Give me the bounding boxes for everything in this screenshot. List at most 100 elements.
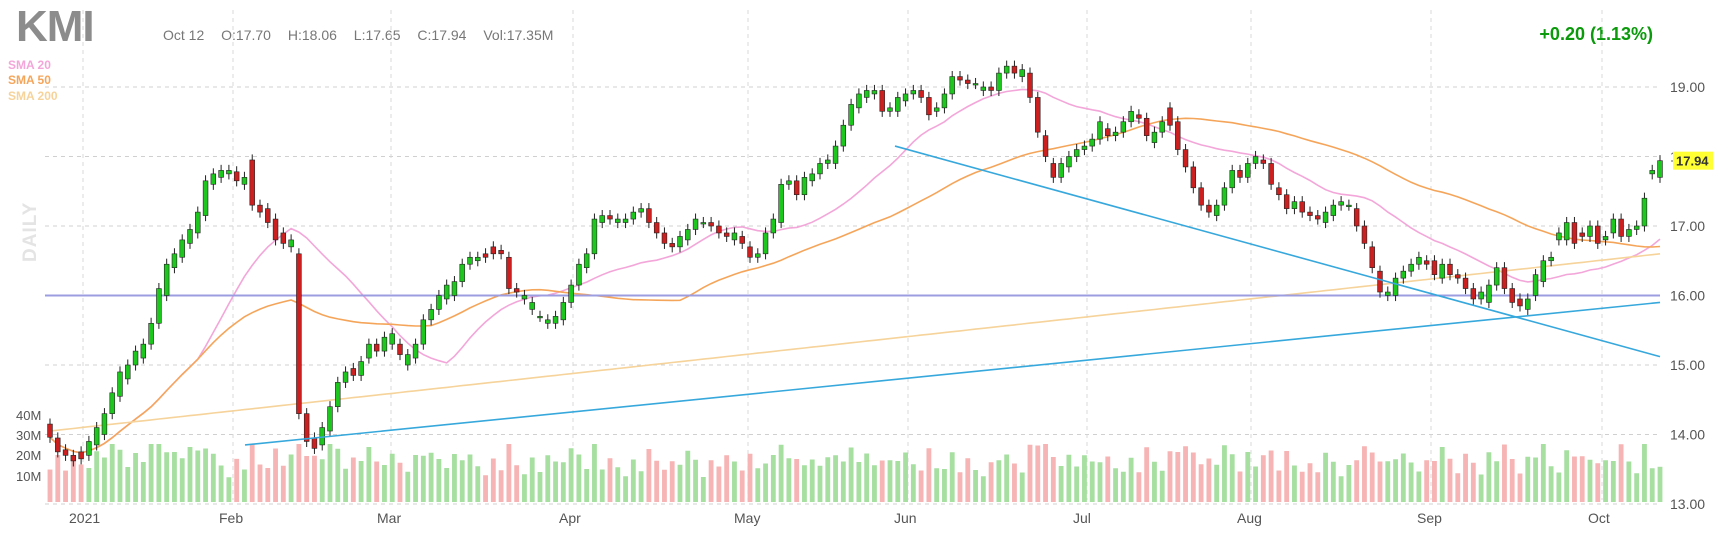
volume-tick-label: 40M	[16, 408, 41, 423]
candle	[1501, 262, 1508, 295]
volume-bar	[926, 448, 932, 502]
candle-down	[506, 256, 512, 289]
candle-up	[1346, 204, 1352, 207]
candle	[1532, 269, 1539, 302]
candle-up	[226, 170, 232, 175]
candle	[210, 168, 217, 190]
volume-bar	[94, 451, 100, 502]
candle-down	[739, 236, 745, 244]
candle-down	[1470, 288, 1477, 300]
volume-bar	[918, 470, 924, 502]
candle	[1431, 255, 1438, 281]
candle-up	[1213, 204, 1220, 216]
month-tick-label: 2021	[69, 510, 100, 526]
candle-up	[1641, 197, 1648, 227]
candle-up	[902, 93, 909, 102]
volume-bar	[1439, 447, 1445, 502]
candle-down	[303, 413, 310, 442]
candle-down	[482, 253, 489, 258]
month-tick-label: Jul	[1073, 510, 1091, 526]
volume-value: Vol:17.35M	[483, 27, 554, 43]
candle-up	[1322, 211, 1329, 223]
candle-down	[1571, 222, 1578, 244]
volume-bar	[514, 465, 520, 502]
volume-bar	[1408, 462, 1414, 502]
candle-down	[55, 437, 61, 453]
candle-up	[1073, 149, 1080, 157]
month-tick-label: Mar	[377, 510, 401, 526]
candle-down	[1618, 218, 1624, 237]
candle	[195, 206, 201, 239]
volume-bar	[545, 455, 551, 502]
candle	[1540, 255, 1547, 288]
volume-bar	[1183, 446, 1188, 502]
volume-bar	[724, 455, 730, 502]
candle-down	[646, 208, 652, 223]
volume-bar	[1338, 476, 1344, 502]
candle-up	[972, 83, 979, 86]
volume-bar	[242, 469, 247, 502]
candle-down	[1431, 260, 1438, 275]
candle-up	[933, 107, 940, 112]
candle-down	[1307, 211, 1313, 216]
candle-down	[708, 222, 714, 227]
candle-up	[1556, 232, 1562, 241]
candle-down	[1462, 277, 1469, 289]
candle	[910, 84, 917, 100]
volume-bar	[662, 469, 667, 502]
candle	[521, 289, 528, 305]
candle-down	[1182, 149, 1189, 168]
volume-bar	[475, 466, 481, 502]
volume-bar	[693, 459, 698, 502]
candle-up	[1159, 121, 1165, 133]
candle	[1019, 64, 1025, 83]
volume-bar	[1424, 460, 1430, 502]
trendlines	[244, 145, 1661, 446]
volume-bar	[1610, 461, 1616, 502]
volume-bar	[257, 464, 263, 502]
candle	[1042, 130, 1049, 163]
volume-bar	[1175, 452, 1181, 502]
volume-bar	[856, 462, 862, 502]
candle-up	[895, 97, 901, 112]
volume-bar	[1089, 461, 1095, 502]
candle-down	[249, 159, 255, 206]
candle	[895, 91, 901, 117]
volume-bar	[102, 457, 107, 502]
volume-bar	[848, 447, 854, 502]
candle-up	[389, 333, 395, 345]
volume-bars	[47, 444, 1663, 502]
candle-up	[436, 295, 442, 310]
candle	[1066, 150, 1072, 173]
volume-bar	[1649, 468, 1655, 502]
candle	[1470, 282, 1477, 305]
candle	[125, 359, 131, 385]
candle	[731, 227, 738, 246]
candle-up	[529, 302, 535, 310]
candle	[257, 199, 263, 218]
volume-bar	[1642, 444, 1647, 502]
volume-bar	[1074, 466, 1080, 502]
candle	[770, 213, 777, 239]
volume-bar	[778, 444, 784, 502]
candle-down	[1447, 263, 1453, 275]
candle-up	[700, 222, 707, 225]
volume-bar	[1128, 457, 1134, 502]
candle-up	[685, 229, 691, 241]
volume-bar	[1136, 472, 1142, 502]
volume-bar	[1346, 465, 1352, 502]
candle-up	[1019, 69, 1025, 77]
volume-bar	[887, 460, 893, 502]
candle	[303, 408, 310, 448]
volume-bar	[47, 469, 53, 502]
candle-down	[1237, 170, 1243, 178]
candle	[381, 331, 388, 357]
volume-bar	[568, 448, 574, 502]
candle	[583, 248, 590, 274]
volume-bar	[156, 444, 162, 502]
candle-up	[195, 211, 201, 234]
month-tick-label: May	[734, 510, 760, 526]
volume-bar	[872, 465, 877, 502]
candle-down	[513, 288, 520, 293]
